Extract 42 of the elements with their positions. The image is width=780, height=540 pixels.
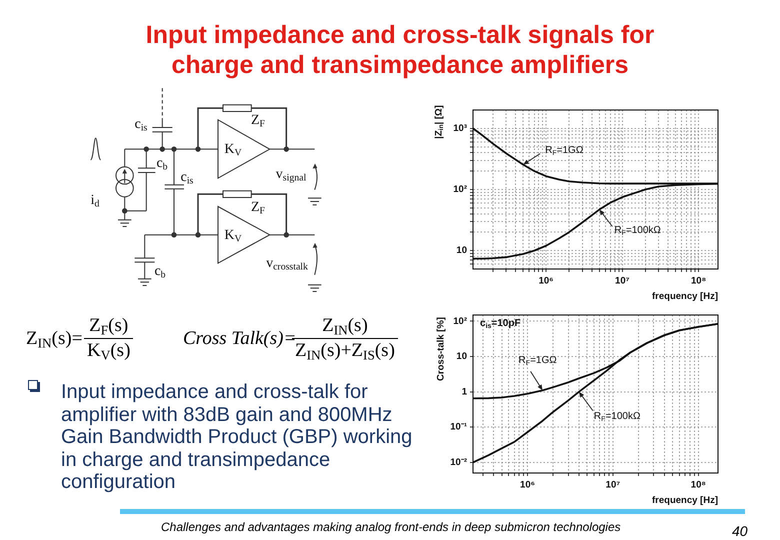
annotation: R$_{F}$=100kΩ xyxy=(594,410,640,423)
text: Z$_{IN}$(s) xyxy=(321,314,369,338)
text: Z$_{IN}$(s)= xyxy=(26,327,82,351)
x-axis-title: frequency [Hz] xyxy=(652,495,718,507)
x-axis-title: frequency [Hz] xyxy=(652,291,718,303)
annotation: c$_{is}$=10pF xyxy=(480,318,521,330)
text: Input impedance and cross-talk for amplifier with 83dB gain and 800MHz Gain Bandwidth Product (GBP) working in charge and transimpedance configuration xyxy=(61,381,414,494)
annotation: R$_{F}$=100kΩ xyxy=(614,224,661,237)
y-tick-label: 1 xyxy=(462,386,468,398)
text: Z$_{F}$ xyxy=(250,113,266,130)
annotation: R$_{F}$=1GΩ xyxy=(545,144,584,157)
y-tick-label: 10⁻¹ xyxy=(450,422,467,433)
x-tick-label: 10⁷ xyxy=(606,479,620,490)
y-tick-label: 10² xyxy=(453,184,467,196)
text: Z$_{F}$(s) xyxy=(88,314,130,338)
text: i$_{d}$ xyxy=(90,193,100,210)
text: c$_{is}$ xyxy=(180,170,194,186)
x-tick-label: 10⁸ xyxy=(691,275,706,286)
annotation: R$_{F}$=1GΩ xyxy=(518,355,557,368)
x-tick-label: 10⁶ xyxy=(520,479,535,490)
text: Challenges and advantages making analog front-ends in deep submicron technologies xyxy=(161,520,621,534)
x-tick-label: 10⁶ xyxy=(538,275,554,286)
y-tick-label: 10⁻² xyxy=(450,457,467,468)
text: K$_{V}$ xyxy=(224,228,242,244)
text: Z$_{IN}$(s)+Z$_{IS}$(s) xyxy=(292,338,398,363)
text: K$_{V}$(s) xyxy=(84,338,134,363)
text: K$_{V}$ xyxy=(224,142,242,158)
y-tick-label: 10² xyxy=(453,316,467,327)
y-tick-label: 10³ xyxy=(453,123,467,134)
text: v$_{crosstalk}$ xyxy=(266,256,308,272)
text: Z$_{F}$ xyxy=(250,200,266,216)
y-tick-label: 10 xyxy=(456,351,467,362)
text: c$_{b}$ xyxy=(156,156,168,172)
text: 40 xyxy=(732,523,748,539)
text: c$_{is}$ xyxy=(134,117,148,134)
x-tick-label: 10⁷ xyxy=(615,275,630,286)
x-tick-label: 10⁸ xyxy=(690,479,706,490)
y-tick-label: 10 xyxy=(456,245,467,256)
text: Input impedance and cross-talk signals for charge and transimpedance amplifiers xyxy=(144,20,656,80)
y-axis-title: Cross-talk [%] xyxy=(436,317,446,381)
text: c$_{b}$ xyxy=(154,264,166,280)
text: v$_{signal}$ xyxy=(276,167,306,184)
